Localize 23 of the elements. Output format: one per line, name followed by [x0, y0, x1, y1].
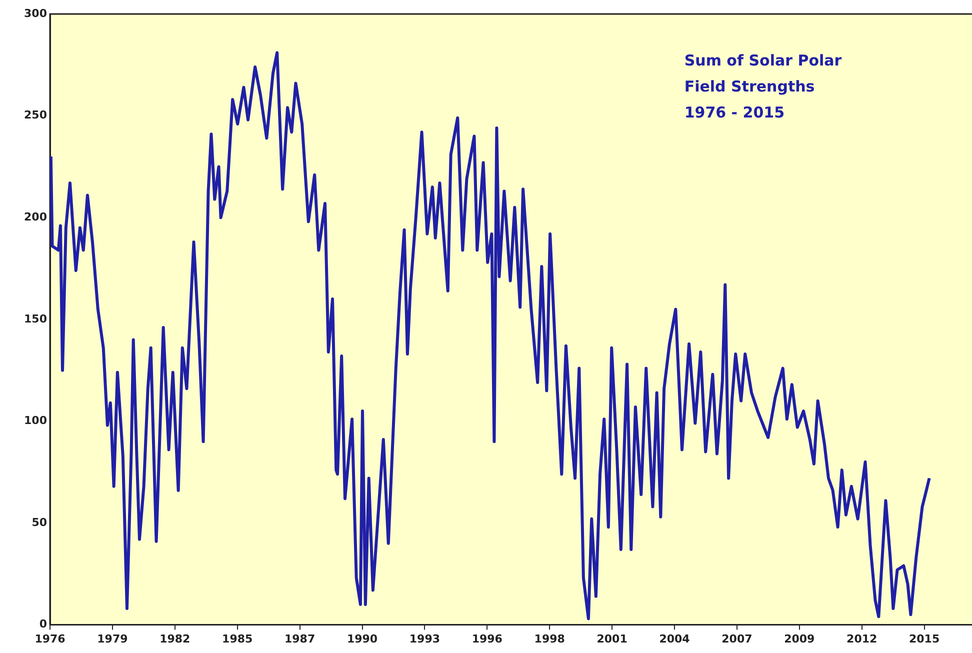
y-tick-label: 200	[24, 210, 48, 224]
y-tick-label: 150	[24, 312, 48, 326]
y-tick-label: 50	[32, 516, 48, 529]
x-tick-label: 1998	[534, 632, 565, 646]
x-tick-label: 1990	[346, 632, 378, 646]
y-tick-label: 300	[24, 6, 48, 20]
x-tick-label: 1976	[34, 632, 66, 646]
x-tick-label: 1996	[472, 632, 503, 646]
x-tick-label: 1985	[222, 632, 253, 646]
text: Sum of Solar Polar Field Strengths 1976 - 2015	[684, 51, 842, 122]
y-tick-label: 100	[24, 414, 48, 428]
x-tick-label: 2004	[659, 632, 690, 646]
x-tick-label: 1993	[409, 632, 440, 646]
x-tick-label: 1987	[284, 632, 316, 646]
x-tick-label: 2009	[784, 632, 815, 646]
x-tick-label: 1979	[97, 632, 128, 646]
x-tick-label: 2007	[722, 632, 752, 646]
y-tick-label: 0	[39, 618, 48, 631]
x-tick-label: 2015	[909, 632, 940, 646]
y-tick-label: 250	[24, 108, 48, 122]
x-tick-label: 1982	[160, 632, 190, 646]
x-tick-label: 2001	[596, 632, 628, 646]
x-tick-label: 2012	[846, 632, 878, 646]
